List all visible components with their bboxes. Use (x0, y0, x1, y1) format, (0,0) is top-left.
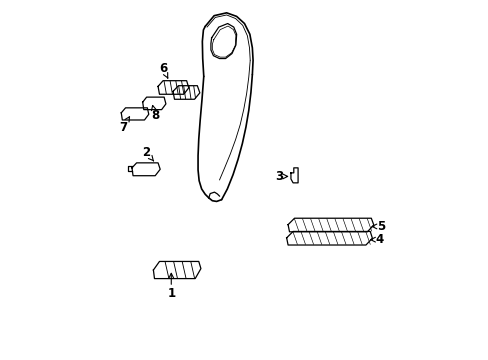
Text: 2: 2 (142, 147, 153, 161)
Text: 7: 7 (119, 117, 129, 134)
Text: 4: 4 (370, 233, 383, 246)
Text: 3: 3 (275, 170, 287, 183)
Text: 6: 6 (159, 62, 167, 78)
Text: 1: 1 (167, 273, 175, 300)
Text: 8: 8 (151, 105, 159, 122)
Text: 5: 5 (371, 220, 384, 233)
